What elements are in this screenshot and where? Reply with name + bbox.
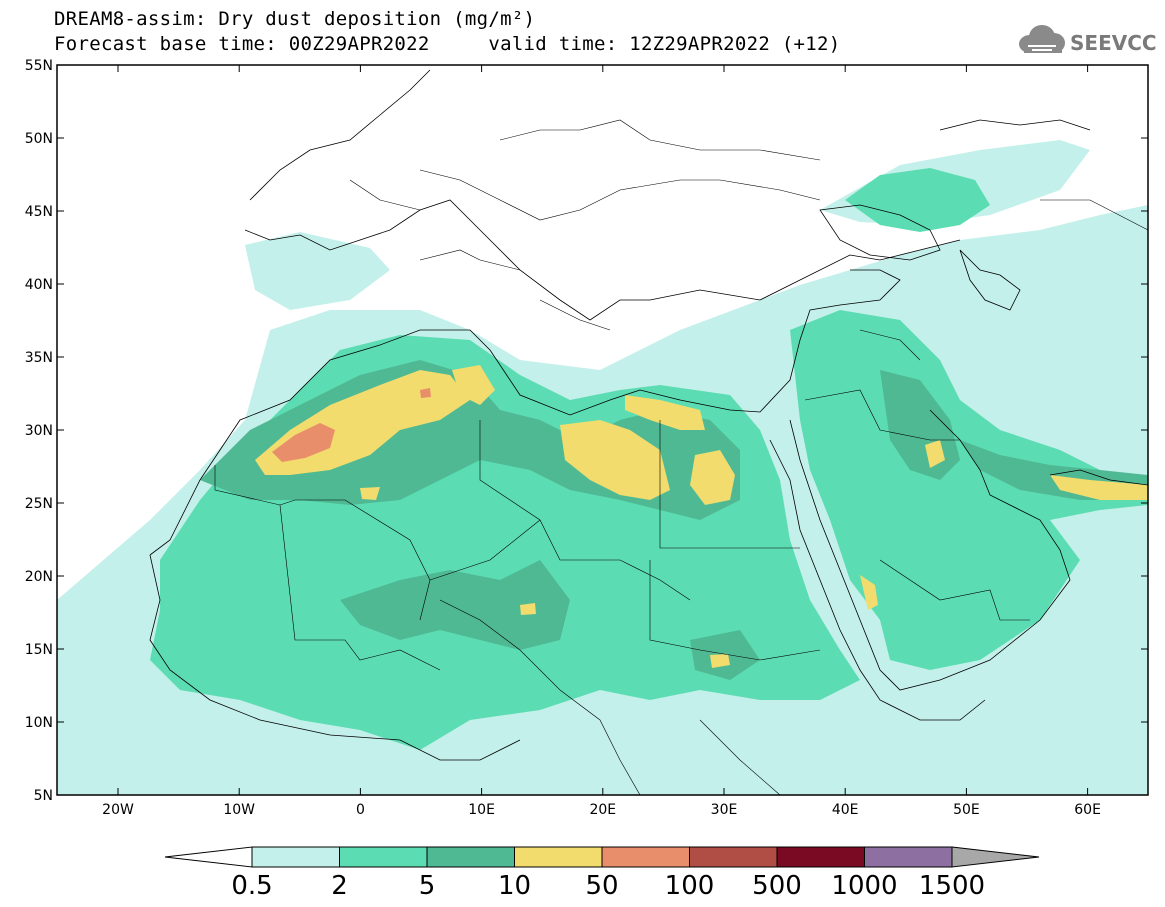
lat-tick-label: 50N — [25, 131, 53, 147]
colorbar-swatch — [339, 846, 428, 868]
colorbar-label: 0.5 — [231, 871, 272, 901]
lon-tick-label: 0 — [356, 802, 365, 818]
lat-tick-label: 30N — [25, 423, 53, 439]
colorbar-swatch — [251, 846, 340, 868]
colorbar-label: 5 — [419, 871, 436, 901]
lat-tick-label: 45N — [25, 204, 53, 220]
lat-tick-label: 20N — [25, 569, 53, 585]
colorbar-low-arrow — [164, 846, 253, 868]
lat-tick-label: 40N — [25, 277, 53, 293]
lat-tick-label: 5N — [34, 788, 53, 804]
dust-deposition-map: 55N 50N 45N 40N 35N 30N 25N 20N 15N 10N 5N 20W 10W 0… — [25, 58, 1149, 818]
cloud-icon — [1019, 25, 1065, 53]
colorbar-swatch — [514, 846, 603, 868]
lat-tick-label: 15N — [25, 642, 53, 658]
lat-tick-label: 10N — [25, 715, 53, 731]
colorbar-swatch — [426, 846, 515, 868]
lat-tick-label: 35N — [25, 350, 53, 366]
deposition-level-50 — [272, 388, 431, 462]
latitude-axis: 55N 50N 45N 40N 35N 30N 25N 20N 15N 10N 5N — [25, 58, 1148, 804]
logo-text: SEEVCCC — [1070, 31, 1156, 55]
colorbar-label: 500 — [752, 871, 802, 901]
colorbar-high-arrow — [951, 846, 1040, 868]
seevccc-logo: SEEVCCC — [1019, 25, 1156, 55]
lon-tick-label: 30E — [711, 802, 738, 818]
colorbar-label: 100 — [665, 871, 715, 901]
colorbar-swatch — [689, 846, 778, 868]
colorbar-legend: 0.5 2 5 10 50 100 500 1000 1500 — [164, 846, 1040, 901]
lon-tick-label: 10E — [468, 802, 495, 818]
forecast-time-line: Forecast base time: 00Z29APR2022 valid t… — [54, 33, 841, 55]
colorbar-swatch — [601, 846, 690, 868]
colorbar-label: 50 — [585, 871, 618, 901]
map-title: DREAM8-assim: Dry dust deposition (mg/m²… — [54, 8, 536, 30]
lon-tick-label: 20E — [589, 802, 616, 818]
longitude-axis: 20W 10W 0 10E 20E 30E 40E 50E 60E — [102, 65, 1101, 818]
colorbar-label: 1000 — [831, 871, 897, 901]
lon-tick-label: 60E — [1074, 802, 1101, 818]
lat-tick-label: 55N — [25, 58, 53, 74]
colorbar-swatch — [864, 846, 953, 868]
coastlines — [149, 69, 1148, 761]
lon-tick-label: 10W — [223, 802, 255, 818]
colorbar-swatch — [776, 846, 865, 868]
lon-tick-label: 20W — [102, 802, 134, 818]
lat-tick-label: 25N — [25, 496, 53, 512]
colorbar-label: 2 — [331, 871, 348, 901]
country-borders — [214, 119, 1148, 795]
colorbar-label: 1500 — [919, 871, 985, 901]
colorbar-label: 10 — [498, 871, 531, 901]
lon-tick-label: 40E — [832, 802, 859, 818]
lon-tick-label: 50E — [953, 802, 980, 818]
